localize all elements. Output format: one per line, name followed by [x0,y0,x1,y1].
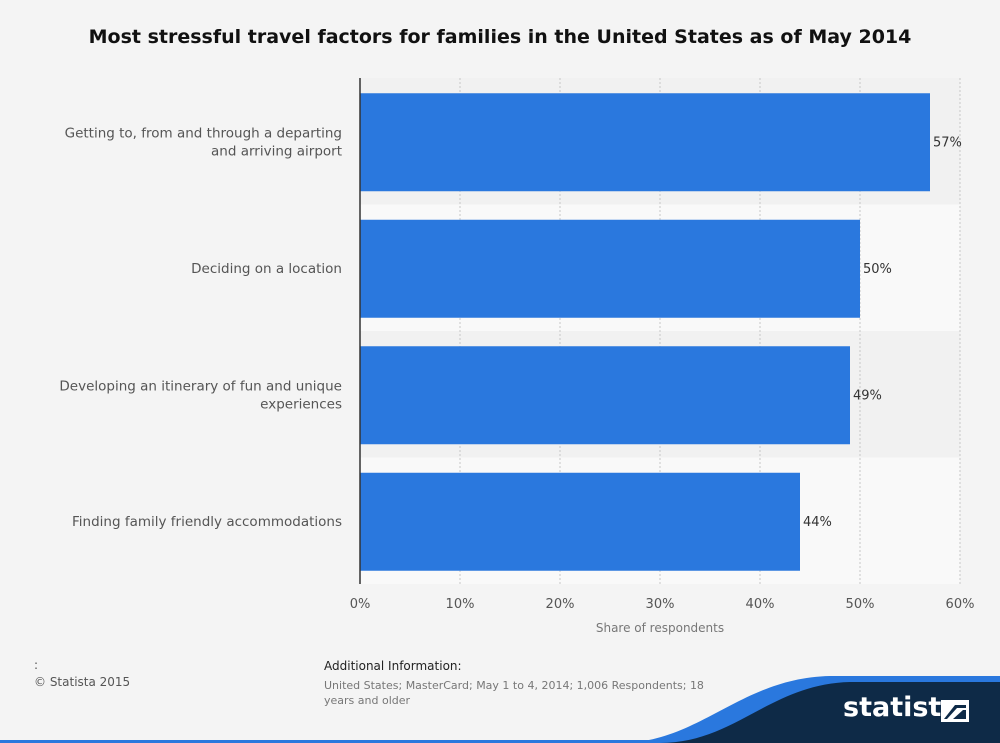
data-label: 57% [933,135,962,150]
category-label: Developing an itinerary of fun and uniqu… [59,378,342,412]
x-tick-label: 20% [546,597,575,612]
bar [360,346,850,445]
x-tick-label: 0% [350,597,371,612]
x-tick-label: 40% [746,597,775,612]
data-label: 44% [803,515,832,530]
copyright: © Statista 2015 [34,675,131,689]
x-tick-label: 60% [946,597,975,612]
bar [360,472,800,571]
brand-banner [0,676,1000,743]
additional-information: Additional Information: United States; M… [324,659,724,708]
bar [360,93,930,192]
x-axis-label: Share of respondents [596,621,724,635]
statista-logo-text: statista [843,692,960,723]
category-label: Getting to, from and through a departing… [65,125,342,159]
statista-logo-icon [941,700,969,722]
category-label: Finding family friendly accommodations [72,514,342,530]
x-tick-label: 30% [646,597,675,612]
x-tick-label: 10% [446,597,475,612]
bar [360,219,860,318]
bar-chart: 0% 10% 20% 30% 40% 50% 60% 57% Getting to, from … [59,78,975,635]
data-label: 50% [863,262,892,277]
additional-info-text: United States; MasterCard; May 1 to 4, 2… [324,679,704,707]
additional-info-header: Additional Information: [324,659,462,673]
x-tick-label: 50% [846,597,875,612]
chart-title: Most stressful travel factors for famili… [88,26,912,48]
footer-colon: : [34,658,39,672]
footer-source: : © Statista 2015 [34,657,130,691]
data-label: 49% [853,388,882,403]
category-label: Deciding on a location [191,261,342,277]
